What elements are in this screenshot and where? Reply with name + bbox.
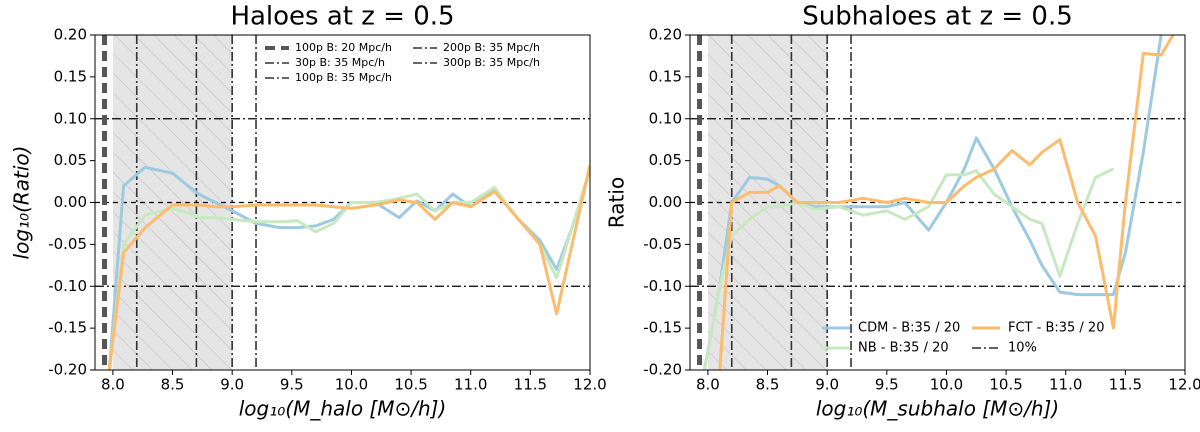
x-tick-label: 12.0 (573, 376, 606, 394)
series-line (702, 167, 1115, 370)
x-tick-label: 8.5 (756, 376, 780, 394)
x-tick-label: 10.5 (989, 376, 1022, 394)
x-tick-label: 8.5 (161, 376, 185, 394)
y-tick-label: 0.20 (54, 26, 87, 44)
y-axis-label: log₁₀(Ratio) (10, 146, 34, 260)
y-tick-label: -0.15 (48, 319, 87, 337)
x-tick-label: 9.0 (220, 376, 244, 394)
y-tick-label: 0.05 (649, 151, 682, 169)
y-tick-label: -0.10 (643, 277, 682, 295)
legend-label: CDM - B:35 / 20 (858, 321, 960, 336)
legend-label: 30p B: 35 Mpc/h (295, 56, 385, 69)
x-tick-label: 10.0 (930, 376, 963, 394)
x-tick-label: 10.5 (394, 376, 427, 394)
x-tick-label: 12.0 (1168, 376, 1200, 394)
chart-title: Haloes at z = 0.5 (230, 2, 454, 32)
x-tick-label: 8.0 (101, 376, 125, 394)
y-tick-label: -0.10 (48, 277, 87, 295)
y-tick-label: -0.05 (48, 235, 87, 253)
y-tick-label: 0.10 (54, 109, 87, 127)
x-tick-label: 11.0 (1049, 376, 1082, 394)
legend-label: 300p B: 35 Mpc/h (443, 56, 540, 69)
plot-area (95, 35, 590, 370)
series-line (702, 35, 1163, 370)
chart-title: Subhaloes at z = 0.5 (802, 2, 1073, 32)
legend-label: 200p B: 35 Mpc/h (443, 41, 540, 54)
x-tick-label: 9.5 (875, 376, 899, 394)
y-tick-label: 0.00 (54, 193, 87, 211)
legend-label: NB - B:35 / 20 (858, 341, 949, 356)
y-tick-label: -0.15 (643, 319, 682, 337)
x-tick-label: 8.0 (696, 376, 720, 394)
x-tick-label: 11.5 (1109, 376, 1142, 394)
x-tick-label: 10.0 (335, 376, 368, 394)
x-axis-label: log₁₀(M_subhalo [M⊙/h]) (816, 397, 1059, 421)
x-tick-label: 11.0 (454, 376, 487, 394)
y-tick-label: 0.05 (54, 151, 87, 169)
y-tick-label: -0.20 (48, 361, 87, 379)
y-tick-label: -0.05 (643, 235, 682, 253)
y-tick-label: 0.20 (649, 26, 682, 44)
y-tick-label: -0.20 (643, 361, 682, 379)
y-tick-label: 0.15 (649, 67, 682, 85)
y-tick-label: 0.15 (54, 67, 87, 85)
x-axis-label: log₁₀(M_halo [M⊙/h]) (239, 397, 447, 421)
y-tick-label: 0.10 (649, 109, 682, 127)
legend-label: 100p B: 20 Mpc/h (295, 41, 392, 54)
x-tick-label: 11.5 (514, 376, 547, 394)
plot-area (690, 35, 1185, 370)
y-tick-label: 0.00 (649, 193, 682, 211)
x-tick-label: 9.5 (280, 376, 304, 394)
x-tick-label: 9.0 (815, 376, 839, 394)
series-line (717, 35, 1175, 370)
y-axis-label: Ratio (605, 177, 629, 228)
legend-label: FCT - B:35 / 20 (1008, 321, 1104, 336)
legend-label: 100p B: 35 Mpc/h (295, 71, 392, 84)
legend-label: 10% (1008, 341, 1037, 356)
series-line (107, 164, 590, 370)
